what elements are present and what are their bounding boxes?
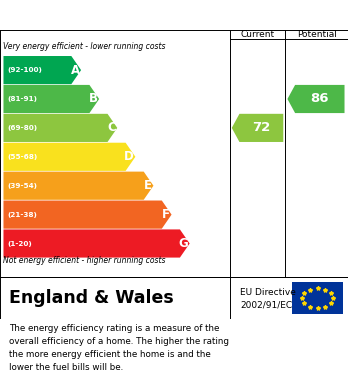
Polygon shape [232,114,283,142]
Text: The energy efficiency rating is a measure of the
overall efficiency of a home. T: The energy efficiency rating is a measur… [9,325,229,372]
FancyBboxPatch shape [292,282,343,314]
Polygon shape [3,85,99,113]
Polygon shape [3,230,190,258]
Text: EU Directive: EU Directive [240,288,296,297]
Polygon shape [3,172,153,200]
Polygon shape [3,201,172,229]
Text: Not energy efficient - higher running costs: Not energy efficient - higher running co… [3,256,166,265]
Text: 2002/91/EC: 2002/91/EC [240,301,292,310]
Polygon shape [3,114,117,142]
Text: (39-54): (39-54) [7,183,37,189]
Polygon shape [287,85,345,113]
Text: (1-20): (1-20) [7,240,32,246]
Text: Potential: Potential [297,30,337,39]
Text: C: C [107,121,116,135]
Text: Very energy efficient - lower running costs: Very energy efficient - lower running co… [3,42,166,51]
Text: 72: 72 [252,121,270,135]
Text: A: A [71,64,80,77]
Text: G: G [179,237,188,250]
Text: B: B [89,93,98,106]
Text: D: D [124,150,134,163]
Text: (69-80): (69-80) [7,125,37,131]
Text: Energy Efficiency Rating: Energy Efficiency Rating [9,8,211,23]
Text: (81-91): (81-91) [7,96,37,102]
Text: (21-38): (21-38) [7,212,37,218]
Polygon shape [3,56,81,84]
Text: (92-100): (92-100) [7,67,42,73]
Polygon shape [3,143,135,171]
Text: England & Wales: England & Wales [9,289,173,307]
Text: E: E [144,179,152,192]
Text: (55-68): (55-68) [7,154,37,160]
Text: F: F [162,208,170,221]
Text: 86: 86 [310,93,329,106]
Text: Current: Current [240,30,275,39]
